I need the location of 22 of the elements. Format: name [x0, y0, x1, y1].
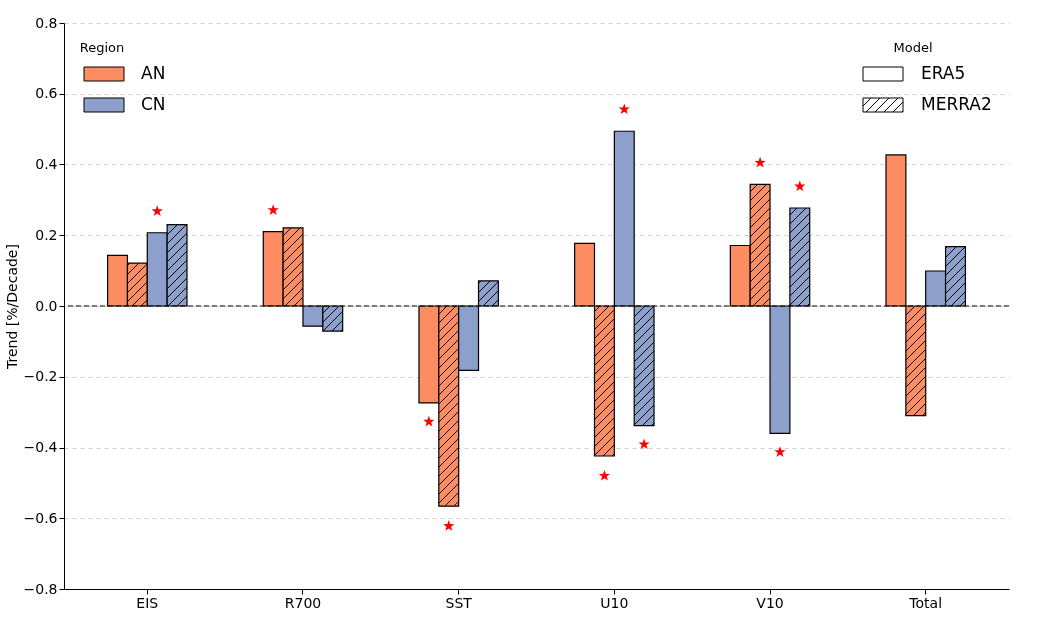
y-tick-label: 0.4 — [35, 156, 58, 172]
x-tick-label: Total — [908, 594, 943, 611]
y-tick-label: −0.6 — [23, 509, 58, 526]
legend-label: AN — [141, 63, 166, 83]
x-tick-label: EIS — [136, 594, 159, 611]
annotation: MERRA2 — [921, 94, 992, 114]
y-tick-label: −0.4 — [23, 439, 58, 455]
annotation: ERA5 — [921, 63, 966, 83]
y-tick-label: −0.2 — [23, 368, 58, 385]
legend-label: CN — [141, 94, 166, 114]
x-tick-label: U10 — [600, 594, 629, 611]
y-tick-label: 0.0 — [35, 297, 58, 314]
x-tick-label: R700 — [284, 594, 322, 611]
y-tick-label: −0.8 — [23, 580, 58, 597]
y-tick-label: 0.6 — [35, 85, 58, 102]
x-tick-label: SST — [445, 594, 473, 611]
text: Model — [893, 40, 933, 55]
y-tick-label: 0.2 — [35, 226, 58, 243]
x-tick-label: V10 — [756, 594, 784, 611]
text: Region — [79, 40, 125, 55]
y-tick-label: 0.8 — [35, 14, 58, 31]
y-axis-title: Trend [%/Decade] — [3, 244, 20, 370]
